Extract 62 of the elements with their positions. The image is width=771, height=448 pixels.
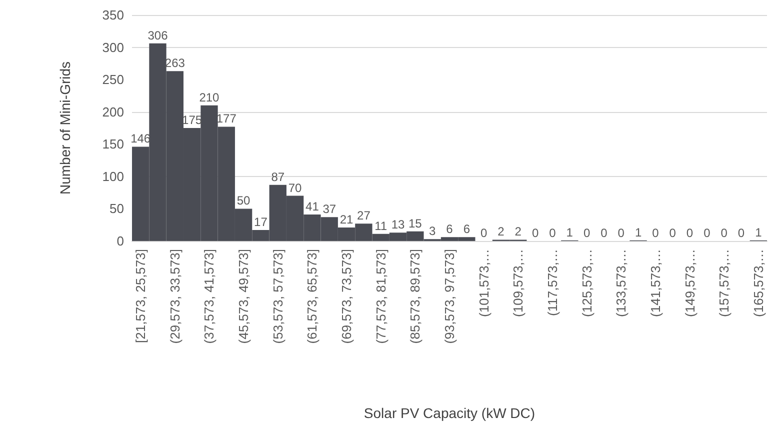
- y-tick-label: 300: [102, 40, 124, 55]
- x-axis-title: Solar PV Capacity (kW DC): [364, 405, 536, 421]
- y-tick-label: 100: [102, 168, 124, 184]
- data-label: 0: [720, 226, 728, 240]
- data-label: 50: [236, 194, 251, 208]
- data-label: 0: [738, 226, 745, 240]
- data-label: 6: [446, 222, 454, 236]
- y-tick-label: 150: [102, 136, 124, 152]
- x-tick-label: (141,573,…: [648, 249, 663, 317]
- x-tick-label: (85,573, 89,573]: [408, 249, 423, 344]
- x-tick-label: (133,573,…: [614, 249, 629, 317]
- x-tick-label: (69,573, 73,573]: [339, 249, 354, 344]
- data-label: 0: [669, 226, 676, 240]
- data-label: 27: [357, 208, 371, 223]
- data-label: 0: [686, 226, 694, 240]
- x-tick-label: (45,573, 49,573]: [236, 249, 252, 344]
- y-tick-label: 50: [110, 201, 124, 216]
- data-label: 21: [340, 212, 354, 226]
- x-tick-label: (77,573, 81,573]: [373, 249, 388, 344]
- x-tick-label: (165,573,…: [750, 249, 766, 317]
- y-tick-label: 350: [102, 8, 124, 22]
- x-tick-label: (125,573,…: [579, 249, 594, 317]
- data-label: 70: [288, 180, 302, 195]
- data-label: 1: [566, 225, 574, 240]
- data-label: 3: [428, 224, 436, 238]
- x-tick-label: (149,573,…: [682, 249, 698, 317]
- x-tick-label: (117,573,…: [544, 249, 560, 316]
- data-label: 0: [652, 226, 660, 240]
- data-label: 87: [271, 170, 285, 184]
- y-axis-title: Number of Mini-Grids: [57, 61, 73, 195]
- x-tick-label: (53,573, 57,573]: [270, 249, 286, 344]
- data-label: 41: [306, 200, 320, 214]
- data-label: 0: [549, 226, 556, 240]
- data-label: 17: [254, 215, 268, 230]
- data-label: 2: [498, 224, 505, 239]
- data-label: 1: [755, 225, 762, 240]
- data-label: 37: [322, 202, 336, 216]
- data-label: 1: [634, 225, 642, 240]
- y-tick-label: 250: [102, 72, 124, 88]
- x-tick-label: (61,573, 65,573]: [304, 249, 320, 344]
- data-label: 0: [480, 226, 488, 240]
- x-tick-label: (157,573,…: [716, 249, 732, 317]
- y-tick-label: 200: [102, 104, 124, 120]
- data-label: 0: [600, 226, 608, 240]
- x-tick-label: (93,573, 97,573]: [442, 249, 457, 344]
- data-label: 13: [391, 218, 406, 232]
- data-label: 2: [514, 224, 522, 239]
- data-label: 11: [374, 218, 388, 233]
- x-tick-label: (37,573, 41,573]: [202, 249, 217, 344]
- x-tick-label: (29,573, 33,573]: [167, 249, 182, 344]
- data-label: 210: [199, 90, 220, 104]
- data-label: 6: [463, 222, 470, 236]
- data-label: 0: [583, 226, 590, 240]
- data-label: 0: [704, 226, 711, 240]
- x-tick-label: (101,573,…: [476, 249, 492, 317]
- x-tick-label: [21,573, 25,573]: [133, 249, 148, 343]
- data-label: 306: [148, 28, 168, 42]
- data-label: 0: [618, 226, 625, 240]
- data-label: 0: [532, 226, 539, 240]
- y-tick-label: 0: [116, 234, 124, 248]
- data-label: 15: [408, 216, 422, 230]
- x-tick-label: (109,573,…: [510, 249, 526, 317]
